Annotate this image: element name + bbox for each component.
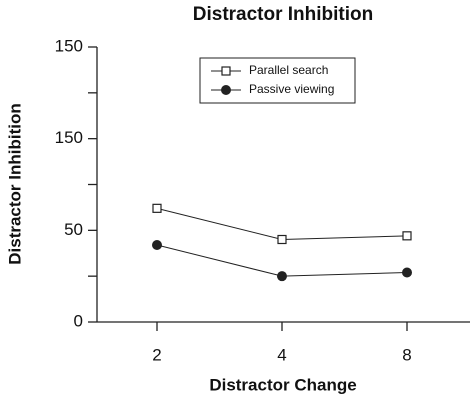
data-point [277,271,287,282]
data-point [277,234,287,245]
data-point [402,231,412,241]
x-tick-label: 4 [277,345,286,364]
x-tick-label: 2 [152,345,161,364]
y-axis-label: Distractor Inhibition [5,103,24,265]
y-tick-label: 50 [64,220,83,239]
chart-title: Distractor Inhibition [193,4,374,25]
data-point [152,240,162,250]
y-tick-label: 0 [74,311,83,330]
data-point [152,203,162,213]
legend-label: Passive viewing [249,82,334,96]
x-tick-label: 8 [402,345,411,364]
legend-marker [221,85,231,95]
data-point [402,267,412,278]
legend-label: Parallel search [249,63,328,77]
legend-box [199,57,356,104]
legend-marker [221,66,231,76]
y-tick-label: 150 [55,128,83,147]
series-line [156,207,408,241]
y-tick-label: 150 [55,36,83,55]
x-axis-label: Distractor Change [209,375,356,394]
